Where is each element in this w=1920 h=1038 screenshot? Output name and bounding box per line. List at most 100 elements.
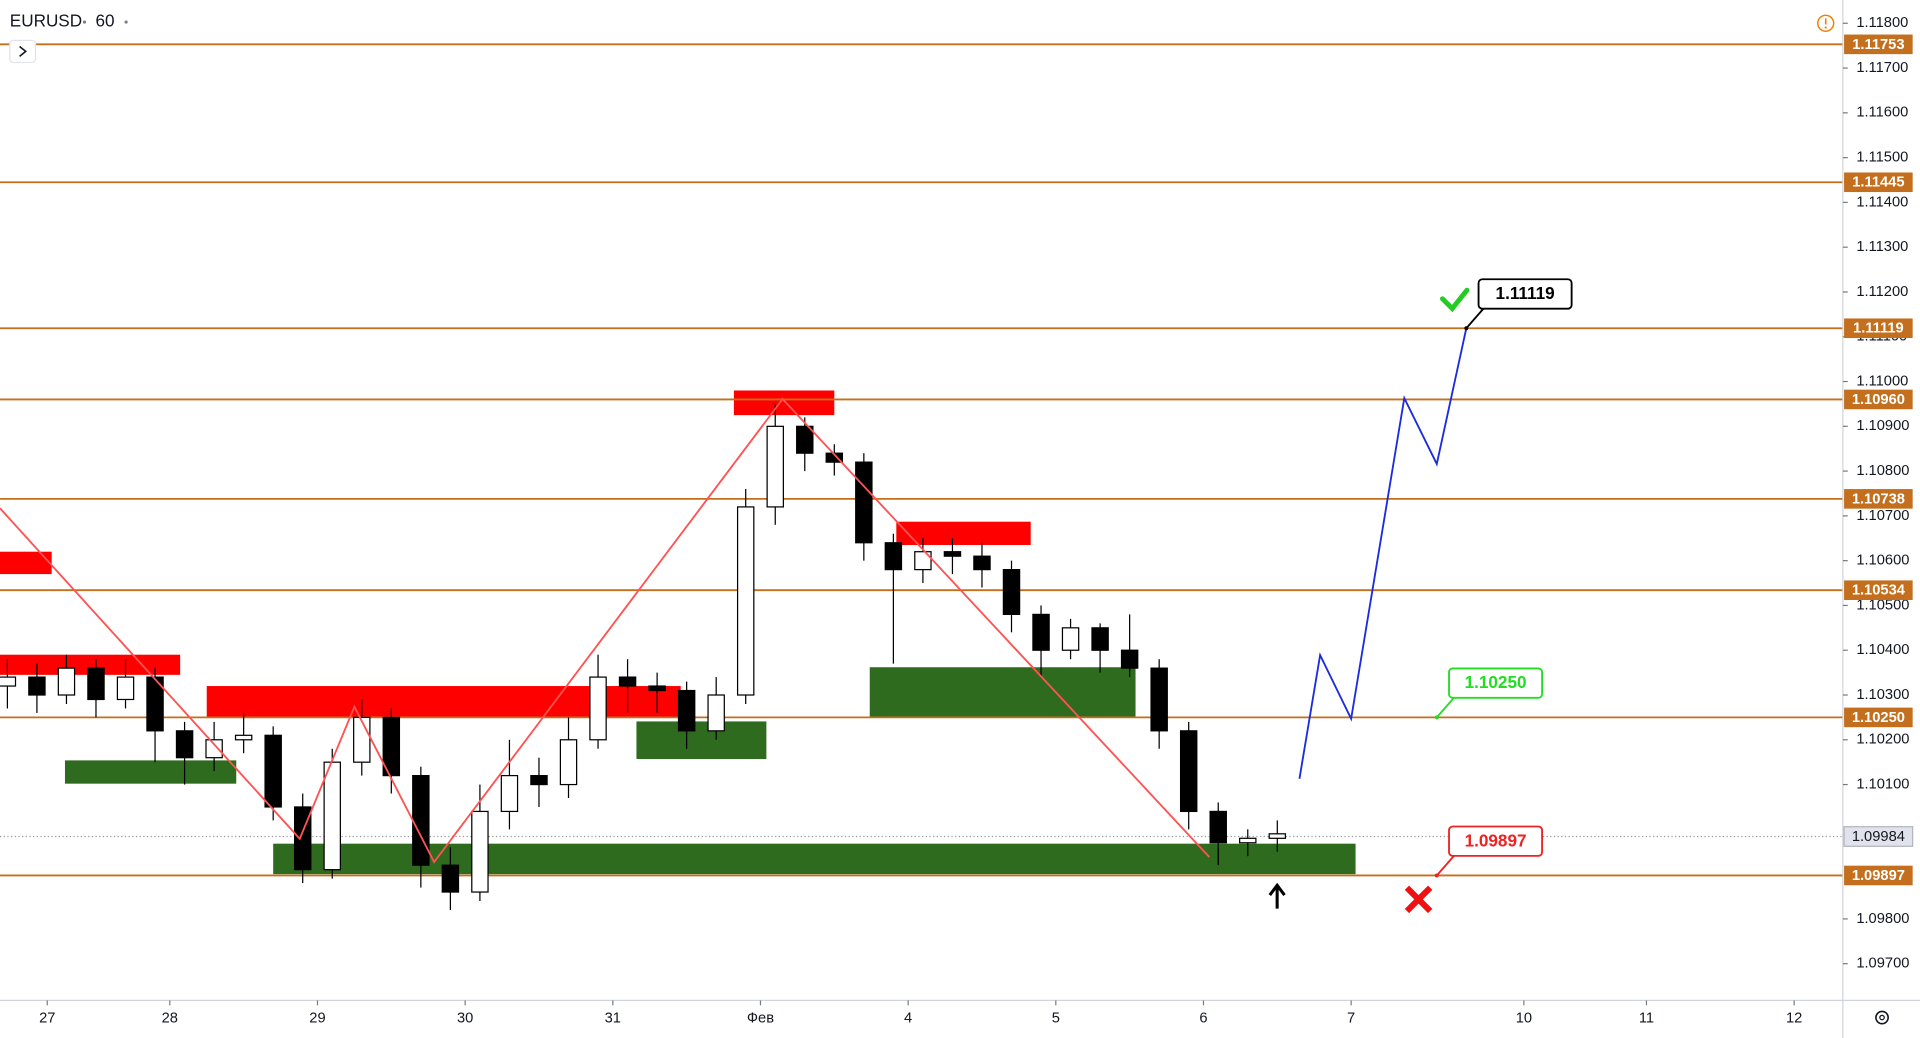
y-tick-label: 1.11700 [1856, 60, 1908, 76]
candle-body [1150, 667, 1168, 732]
level-label: 1.11445 [1852, 175, 1904, 191]
candle-body [589, 676, 607, 741]
zone [64, 760, 237, 784]
x-tick-label: 31 [605, 1011, 621, 1027]
callout-label: 1.09897 [1465, 830, 1527, 850]
cross-icon [1404, 885, 1433, 914]
candle-body [677, 689, 696, 732]
zone [869, 667, 1136, 717]
x-tick-label: 29 [309, 1011, 325, 1027]
y-tick-label: 1.10800 [1856, 463, 1909, 479]
x-tick-label: 4 [904, 1011, 912, 1027]
y-tick-label: 1.10100 [1856, 776, 1909, 792]
settings-button[interactable] [1875, 1010, 1889, 1025]
callout-anchor [1434, 715, 1439, 720]
x-tick-label: 30 [457, 1011, 473, 1027]
trend-path [0, 397, 1211, 864]
candle-body [618, 676, 637, 687]
zone [636, 721, 767, 760]
level-label-box [1844, 489, 1913, 509]
callout-box [1477, 278, 1573, 310]
toggle-legend-button[interactable] [9, 39, 37, 64]
candle-body [87, 667, 105, 701]
y-tick-label: 1.11600 [1856, 105, 1908, 121]
settings-icon-center [1879, 1014, 1885, 1021]
levels [0, 43, 1843, 877]
interval: 60 [96, 11, 115, 31]
warning-icon[interactable] [1817, 14, 1835, 32]
candle-body [736, 506, 755, 696]
x-tick-label: 6 [1199, 1011, 1207, 1027]
level-label-box [1844, 865, 1913, 886]
level-label: 1.11119 [1853, 321, 1904, 337]
arrow-up-icon [1268, 882, 1286, 909]
level-label-box [1844, 318, 1913, 339]
candle-body [648, 685, 666, 692]
candle-body [0, 676, 17, 687]
candle-body [766, 425, 784, 508]
candle-body [28, 676, 46, 696]
y-tick-label: 1.09700 [1856, 956, 1909, 972]
callout-label: 1.10250 [1465, 672, 1527, 692]
candle-body [116, 676, 135, 701]
separator [124, 20, 128, 24]
candle-body [530, 774, 548, 786]
candle-body [471, 810, 489, 893]
level-label-box [1844, 34, 1913, 55]
x-tick-label: 27 [39, 1011, 55, 1027]
level-label: 1.10960 [1852, 392, 1905, 408]
callout-anchor [1464, 326, 1469, 331]
separator [82, 20, 87, 24]
callout-box [1448, 825, 1544, 857]
axis-labels: 1.11800 1.11700 1.11600 1.11500 1.11400 1.113… [39, 15, 1914, 1027]
candle-body [707, 694, 725, 732]
y-tick-label: 1.10500 [1856, 597, 1909, 613]
level-label-box [1844, 389, 1913, 410]
callout-label: 1.11119 [1496, 283, 1555, 303]
candle-body [796, 425, 814, 454]
callout-pointer [1436, 697, 1455, 718]
x-tick-label: Фев [747, 1011, 774, 1027]
zone [0, 551, 52, 575]
candle-body [264, 734, 282, 808]
y-tick-label: 1.10900 [1856, 418, 1909, 434]
candle-body [1061, 627, 1080, 651]
candle-body [1002, 569, 1021, 616]
candle-body [855, 461, 873, 544]
candle-body [1268, 833, 1287, 839]
y-tick-label: 1.11400 [1856, 194, 1908, 210]
x-tick-label: 10 [1516, 1011, 1532, 1027]
x-tick-label: 28 [162, 1011, 178, 1027]
level-label: 1.09897 [1852, 868, 1905, 884]
candle-body [382, 716, 401, 777]
x-tick-label: 11 [1639, 1011, 1654, 1027]
last-price-box [1843, 826, 1914, 847]
y-tick-label: 1.10200 [1856, 732, 1909, 748]
candle-body [353, 716, 371, 763]
candle-body [500, 774, 519, 813]
candle-body [884, 542, 903, 571]
y-tick-label: 1.10300 [1856, 687, 1909, 703]
y-tick-label: 1.11800 [1856, 15, 1908, 31]
candle-body [146, 676, 164, 732]
chevron-icon [19, 45, 27, 57]
y-tick-label: 1.10400 [1856, 642, 1909, 658]
level-label-box [1844, 707, 1913, 728]
y-tick-label: 1.11000 [1856, 373, 1908, 389]
zone [206, 686, 681, 718]
level-label-box [1844, 172, 1913, 193]
level-label: 1.10534 [1852, 583, 1906, 599]
y-tick-label: 1.10600 [1856, 553, 1909, 569]
level-label: 1.10250 [1852, 710, 1905, 726]
candle-body [1091, 627, 1109, 651]
candle-body [1239, 837, 1257, 844]
x-tick-label: 5 [1052, 1011, 1060, 1027]
check-icon [1439, 287, 1470, 313]
x-tick-label: 7 [1347, 1011, 1355, 1027]
candle-body [914, 551, 932, 571]
callout-anchor [1434, 873, 1439, 878]
candle-body [973, 555, 991, 571]
callout-pointer [1436, 855, 1455, 877]
